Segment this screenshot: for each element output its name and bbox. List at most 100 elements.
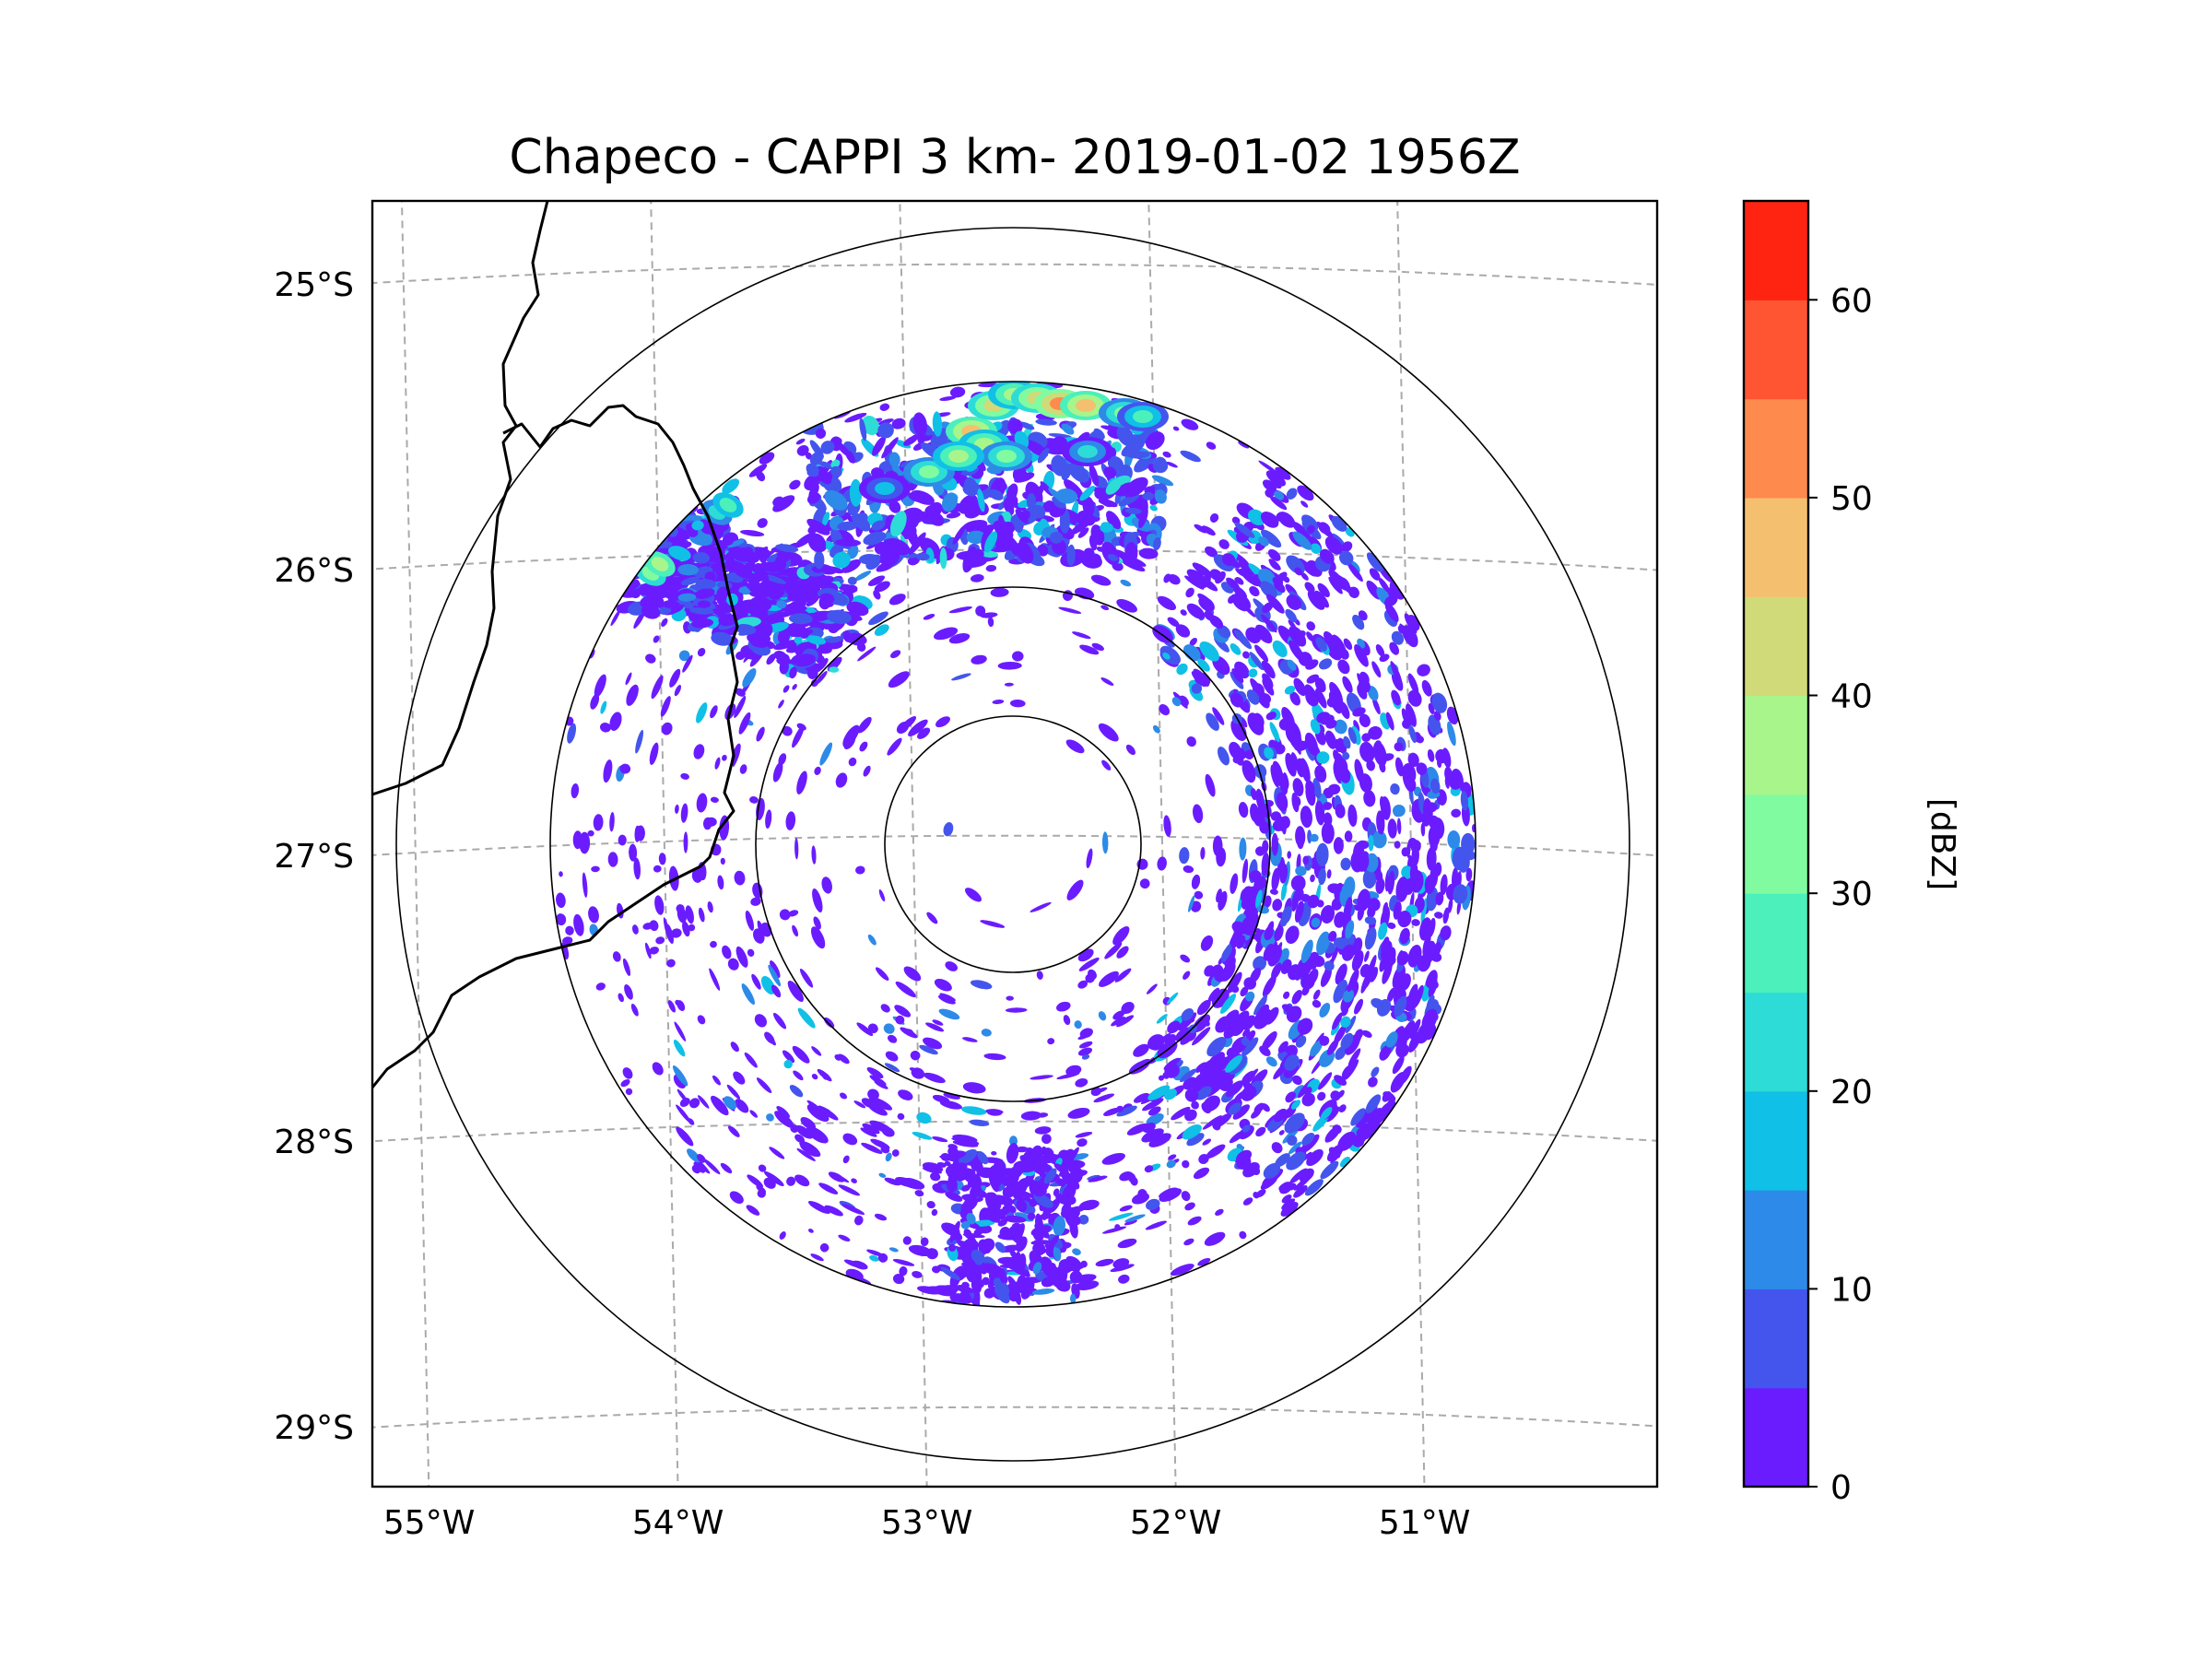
echo-cell xyxy=(698,1095,710,1109)
echo-cell xyxy=(981,1029,992,1037)
echo-cell xyxy=(1125,744,1135,756)
echo-cell xyxy=(693,744,705,759)
echo-cell xyxy=(675,804,679,814)
echo-cell xyxy=(1184,1202,1195,1211)
echo-cell xyxy=(652,1062,664,1076)
echo-cell xyxy=(773,1012,786,1030)
echo-cell xyxy=(1151,475,1174,487)
echo-cell xyxy=(805,452,813,460)
echo-cell xyxy=(790,1124,799,1134)
echo-cell xyxy=(1304,1179,1324,1196)
colorbar-tick-label: 60 xyxy=(1830,282,1873,320)
echo-cell xyxy=(819,742,833,766)
colorbar-bin xyxy=(1744,398,1808,499)
echo-cell xyxy=(1099,971,1119,987)
echo-cell xyxy=(811,1046,822,1056)
echo-cell xyxy=(794,838,799,860)
echo-cell xyxy=(793,1070,804,1081)
echo-cell xyxy=(1187,1216,1202,1226)
echo-cell xyxy=(693,1161,706,1173)
echo-cell xyxy=(593,814,604,831)
echo-cell xyxy=(902,1236,912,1245)
echo-cell xyxy=(724,1096,737,1110)
echo-cell xyxy=(912,1132,933,1140)
echo-cell xyxy=(738,712,751,735)
echo-cell xyxy=(810,678,818,688)
echo-cell xyxy=(1095,1258,1114,1267)
echo-cell xyxy=(1126,1123,1149,1135)
echo-cell xyxy=(1353,720,1360,733)
echo-cell xyxy=(838,1053,850,1065)
echo-cell xyxy=(631,924,639,935)
echo-cell xyxy=(757,920,765,937)
echo-cell xyxy=(1280,1202,1299,1217)
echo-cell xyxy=(1378,577,1391,594)
echo-cell xyxy=(815,671,828,685)
echo-cell xyxy=(932,1136,948,1143)
echo-cell xyxy=(887,1034,898,1043)
echo-cell xyxy=(573,913,584,936)
echo-cell xyxy=(591,865,600,873)
echo-cell xyxy=(903,966,922,982)
echo-cell xyxy=(948,606,972,614)
echo-cell xyxy=(710,796,719,803)
echo-cell xyxy=(879,403,890,411)
echo-cell xyxy=(880,1004,890,1013)
echo-cell xyxy=(1074,1020,1082,1030)
echo-cell xyxy=(1192,1027,1211,1046)
echo-cell xyxy=(848,757,857,767)
echo-cell xyxy=(990,587,1009,597)
echo-cell xyxy=(1144,1165,1154,1173)
echo-cell xyxy=(1183,1238,1194,1246)
echo-cell xyxy=(838,1234,851,1241)
echo-cell xyxy=(1422,932,1431,957)
echo-cell xyxy=(582,872,588,898)
echo-cell xyxy=(1114,968,1132,982)
echo-cell xyxy=(1230,873,1239,894)
echo-cell xyxy=(1191,1100,1199,1110)
echo-cell xyxy=(670,928,682,938)
echo-cell xyxy=(908,719,928,737)
echo-cell xyxy=(741,983,755,1006)
echo-cell xyxy=(1202,1138,1212,1146)
longitude-gridline xyxy=(650,201,679,1487)
echo-cell xyxy=(707,901,713,913)
echo-cell xyxy=(770,960,781,978)
echo-cell xyxy=(1240,986,1249,997)
echo-cell xyxy=(1006,995,1014,1001)
echo-cell xyxy=(935,716,950,728)
echo-cell xyxy=(1120,579,1132,587)
echo-cell xyxy=(952,1134,978,1143)
echo-cell xyxy=(964,888,982,902)
echo-cell xyxy=(610,609,621,627)
echo-cell xyxy=(1078,1214,1089,1225)
echo-cell xyxy=(835,772,848,788)
echo-cell xyxy=(1118,1274,1130,1284)
echo-cell xyxy=(1394,757,1405,777)
echo-cell xyxy=(1152,724,1160,734)
echo-cell xyxy=(1116,598,1137,613)
echo-cell xyxy=(1077,445,1098,458)
echo-cell xyxy=(727,1125,740,1137)
echo-cell xyxy=(1330,1090,1341,1101)
echo-cell xyxy=(778,753,787,766)
echo-cell xyxy=(1182,971,1191,981)
y-tick-label: 25°S xyxy=(274,266,354,304)
echo-cell xyxy=(711,1095,729,1116)
echo-cell xyxy=(796,771,807,794)
echo-cell xyxy=(727,958,739,971)
echo-cell xyxy=(1448,898,1453,913)
echo-cell xyxy=(814,766,821,775)
echo-cell xyxy=(622,958,631,976)
echo-cell xyxy=(779,1231,786,1240)
echo-cell xyxy=(729,1191,744,1204)
echo-cell xyxy=(1240,716,1248,728)
echo-cell xyxy=(677,906,688,924)
colorbar-bin xyxy=(1744,300,1808,400)
echo-cell xyxy=(1310,874,1315,883)
echo-cell xyxy=(899,1265,908,1277)
echo-cell xyxy=(697,1015,706,1025)
echo-cell xyxy=(1075,1131,1093,1138)
echo-cell xyxy=(1332,634,1347,655)
echo-cell xyxy=(674,685,682,697)
